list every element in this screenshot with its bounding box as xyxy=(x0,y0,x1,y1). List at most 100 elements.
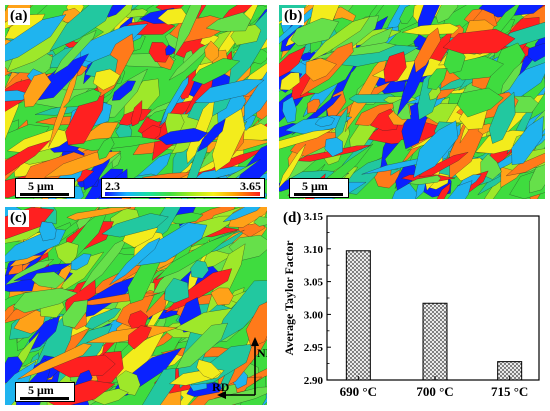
grain xyxy=(253,216,267,227)
x-tick-label: 690 °C xyxy=(340,384,377,399)
grain xyxy=(84,307,122,330)
grain xyxy=(527,43,545,63)
colorbar-max-label: 3.65 xyxy=(240,179,261,193)
grain xyxy=(383,51,407,83)
x-tick-label: 715 °C xyxy=(491,384,528,399)
scale-bar-a: 5 μm xyxy=(15,178,75,198)
grain xyxy=(488,91,516,144)
scale-bar-line-a xyxy=(20,193,69,196)
grain xyxy=(279,144,306,189)
grain xyxy=(62,88,102,108)
grain xyxy=(279,128,333,150)
grain xyxy=(23,72,52,108)
grain xyxy=(5,14,67,62)
y-tick-label: 2.95 xyxy=(304,342,324,354)
grain xyxy=(173,5,202,58)
grain xyxy=(5,140,51,176)
y-tick-label: 2.90 xyxy=(304,375,324,387)
scale-bar-text-b: 5 μm xyxy=(302,179,328,193)
grain xyxy=(31,271,66,289)
grain xyxy=(307,99,321,114)
grain xyxy=(413,120,459,179)
grain xyxy=(109,237,161,285)
grain xyxy=(222,207,261,223)
rd-axis-label: RD xyxy=(212,380,230,394)
grain xyxy=(111,80,137,101)
grain xyxy=(62,299,88,329)
taylor-factor-map-a xyxy=(5,5,267,199)
grain xyxy=(97,136,115,160)
grain xyxy=(244,71,267,122)
grain xyxy=(155,231,237,281)
y-tick-label: 3.05 xyxy=(304,277,324,289)
grain xyxy=(136,222,208,266)
grain xyxy=(66,207,132,221)
grain xyxy=(212,108,246,172)
grain xyxy=(17,343,92,380)
grain xyxy=(442,28,516,55)
grain xyxy=(148,41,172,63)
grain xyxy=(505,152,545,177)
grain xyxy=(305,57,337,82)
grain xyxy=(197,118,226,153)
grain xyxy=(529,164,545,194)
scale-bar-text-a: 5 μm xyxy=(28,179,54,193)
grain xyxy=(191,57,241,85)
grain xyxy=(204,386,267,405)
grain xyxy=(436,182,451,199)
y-tick-label: 3.10 xyxy=(304,244,324,256)
grain xyxy=(12,287,78,314)
grain xyxy=(204,40,219,63)
panel-label-d: (d) xyxy=(283,210,301,226)
colorbar-min-label: 2.3 xyxy=(105,179,120,193)
grain xyxy=(205,12,252,32)
grain xyxy=(245,301,267,348)
grain xyxy=(127,325,152,350)
grain xyxy=(210,287,234,306)
grain xyxy=(164,277,190,304)
scale-bar-c: 5 μm xyxy=(15,382,75,402)
grain xyxy=(500,60,524,95)
bar xyxy=(345,250,371,381)
grain xyxy=(511,115,544,166)
grain xyxy=(402,23,460,36)
chart-plot-area: 2.90 2.95 3.00 3.05 3.10 3.15 Average Taylor F… xyxy=(282,211,540,399)
ebsd-map-c: (c) 5 μm ND RD xyxy=(5,207,267,405)
grain xyxy=(168,41,212,81)
grain xyxy=(160,76,189,125)
grain xyxy=(70,253,92,271)
ebsd-map-b: (b) 5 μm xyxy=(279,5,545,199)
grain xyxy=(457,87,504,118)
panel-label-c: (c) xyxy=(8,210,29,227)
y-axis-label: Average Taylor Factor xyxy=(282,240,296,356)
grain xyxy=(175,322,229,369)
grain xyxy=(92,68,121,91)
grain xyxy=(447,180,473,199)
grain xyxy=(324,137,343,157)
scale-bar-text-c: 5 μm xyxy=(28,383,54,397)
grain xyxy=(279,72,301,91)
colorbar: 2.3 3.65 xyxy=(101,178,265,198)
taylor-factor-map-b xyxy=(279,5,545,199)
grain xyxy=(5,356,23,384)
grain xyxy=(186,381,224,398)
grain xyxy=(282,96,297,124)
taylor-factor-bar-chart: (d) 2.90 2.95 3.00 3.05 3.10 3.15 Average Tayl… xyxy=(282,210,540,399)
ebsd-map-a: (a) 5 μm 2.3 3.65 xyxy=(5,5,267,199)
panel-label-a: (a) xyxy=(8,8,30,25)
y-tick-label: 3.00 xyxy=(304,309,324,321)
grain xyxy=(279,46,306,80)
grain xyxy=(158,127,208,145)
sample-axes-indicator: ND RD xyxy=(212,337,267,399)
grain xyxy=(414,27,441,73)
grain xyxy=(106,5,127,18)
grain xyxy=(314,115,335,128)
grain xyxy=(418,152,469,177)
grain xyxy=(427,68,448,91)
grain xyxy=(290,17,340,47)
grain xyxy=(434,5,459,24)
grain xyxy=(48,71,78,148)
x-tick-label: 700 °C xyxy=(416,384,453,399)
grain xyxy=(54,241,79,267)
grain xyxy=(49,5,113,52)
